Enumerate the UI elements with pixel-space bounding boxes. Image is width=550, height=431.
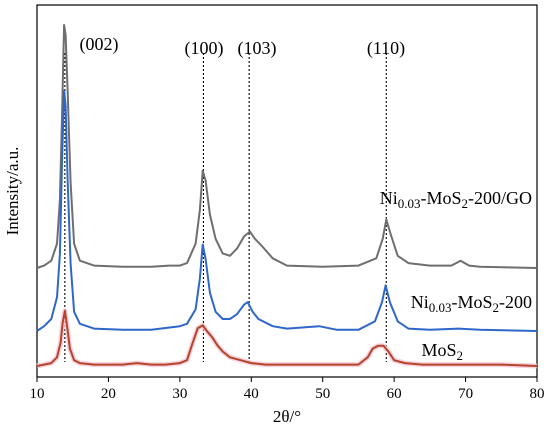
series-label-part: Ni — [380, 188, 398, 208]
peak-label-0: (002) — [80, 34, 119, 55]
peak-labels: (002) (100) (103) (110) — [80, 34, 406, 59]
series-line-0 — [36, 24, 538, 269]
series-label-part: -200 — [499, 292, 532, 312]
series-label-part: -MoS — [451, 292, 492, 312]
series-line-1 — [36, 90, 538, 332]
series-label-1: Ni0.03-MoS2-200 — [411, 292, 532, 315]
reference-lines — [64, 53, 387, 362]
series-label-part: 0.03 — [398, 196, 421, 211]
series-label-0: Ni0.03-MoS2-200/GO — [380, 188, 532, 211]
peak-label-1: (100) — [185, 38, 224, 59]
x-tick-label-7: 80 — [530, 386, 545, 402]
x-tick-label-5: 60 — [387, 386, 402, 402]
series-label-2: MoS2 — [421, 340, 463, 363]
y-axis-label: Intensity/a.u. — [3, 147, 22, 236]
plot-frame — [36, 4, 538, 378]
x-tick-label-1: 20 — [101, 386, 116, 402]
x-tick-label-3: 40 — [244, 386, 259, 402]
series-label-part: -200/GO — [468, 188, 532, 208]
series-label-part: 0.03 — [429, 300, 452, 315]
series-label-part: 2 — [457, 348, 464, 363]
series-label-part: Ni — [411, 292, 429, 312]
peak-label-2: (103) — [238, 38, 277, 59]
series-layer — [36, 24, 538, 369]
series-label-part: 2 — [493, 300, 500, 315]
x-tick-label-2: 30 — [172, 386, 187, 402]
series-label-part: MoS — [421, 340, 456, 360]
x-tick-label-0: 10 — [30, 386, 45, 402]
x-axis-label: 2θ/° — [273, 407, 301, 426]
x-axis-ticks: 10 20 30 40 50 60 70 80 — [30, 377, 545, 402]
series-line-2 — [36, 309, 538, 367]
peak-label-3: (110) — [367, 38, 405, 59]
series-label-part: -MoS — [420, 188, 461, 208]
series-label-part: 2 — [462, 196, 469, 211]
x-tick-label-4: 50 — [315, 386, 330, 402]
x-tick-label-6: 70 — [458, 386, 473, 402]
